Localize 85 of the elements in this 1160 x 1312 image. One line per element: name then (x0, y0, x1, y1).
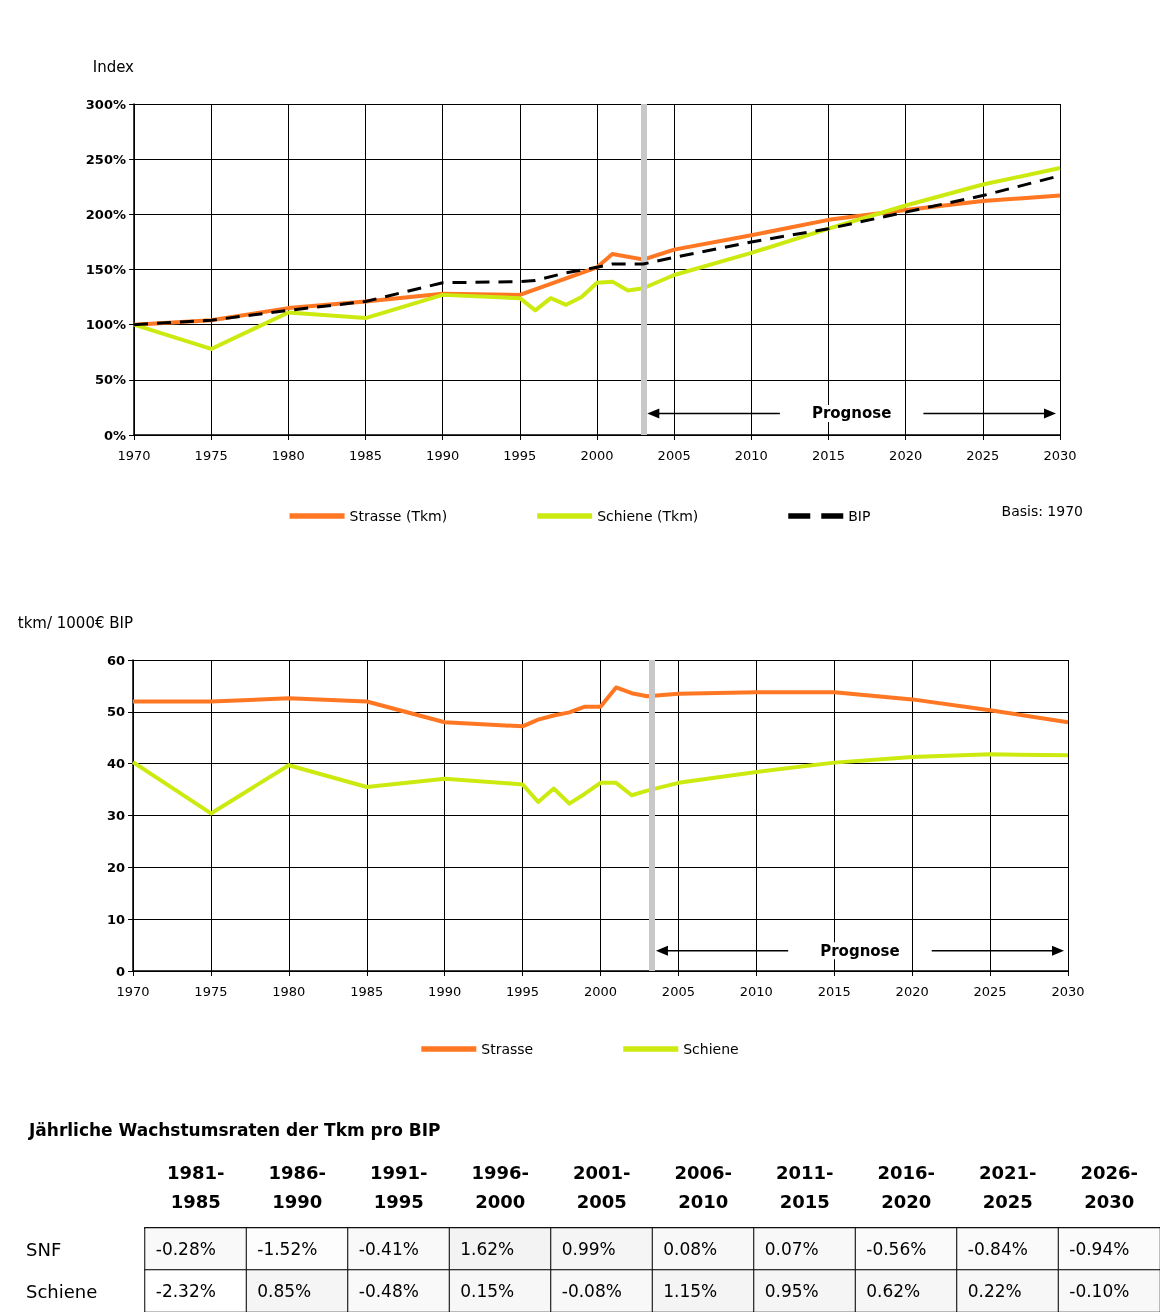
x-tick-label: 1975 (194, 984, 228, 999)
x-tick-label: 1990 (428, 984, 462, 999)
x-tick-label: 1985 (348, 448, 383, 463)
legend-label: Schiene (Tkm) (597, 508, 699, 524)
data-label: -0.41% (358, 1239, 419, 1259)
data-label: 0.22% (967, 1281, 1022, 1301)
annotation: Prognose (820, 941, 900, 960)
y-tick-label: 0 (115, 963, 125, 979)
x-tick-label: 2015 (817, 984, 851, 999)
y-tick-label: 100% (85, 317, 126, 333)
x-tick-label: 1981-1985 (166, 1162, 225, 1212)
x-tick-label: 2030 (1051, 984, 1085, 999)
y-tick-label: SNF (26, 1238, 62, 1260)
x-tick-label: 1995 (503, 448, 537, 463)
x-tick-label: 2011-2015 (775, 1162, 834, 1212)
legend-label: Strasse (481, 1041, 534, 1057)
legend-label: Strasse (Tkm) (349, 508, 448, 524)
x-tick-label: 2020 (895, 984, 929, 999)
data-label: -0.08% (561, 1281, 622, 1301)
x-tick-label: 1980 (272, 984, 306, 999)
x-tick-label: 1986-1990 (268, 1162, 327, 1212)
data-label: 0.95% (764, 1281, 819, 1301)
y-tick-label: 20 (106, 859, 125, 875)
x-tick-label: 1970 (117, 448, 151, 463)
line-series (131, 752, 1070, 816)
x-tick-label: 1975 (194, 448, 228, 463)
y-tick-label: 50% (94, 372, 126, 388)
line-series (132, 165, 1062, 351)
data-label: 0.62% (866, 1281, 921, 1301)
data-label: 0.85% (257, 1281, 312, 1301)
data-label: -0.48% (358, 1281, 419, 1301)
x-tick-label: 2015 (811, 448, 846, 463)
text: Basis: 1970 (1001, 503, 1084, 519)
x-tick-label: 2010 (734, 448, 768, 463)
x-tick-label: 2010 (739, 984, 773, 999)
x-tick-label: 1991-1995 (369, 1162, 428, 1212)
data-label: -0.94% (1069, 1239, 1130, 1259)
x-tick-label: 2005 (657, 448, 691, 463)
x-tick-label: 2000 (580, 448, 614, 463)
annotation: Prognose (811, 404, 892, 423)
x-tick-label: 2001-2005 (572, 1162, 631, 1212)
x-tick-label: 1995 (506, 984, 540, 999)
y-tick-label: 60 (106, 652, 125, 668)
data-label: -0.28% (155, 1239, 216, 1259)
x-tick-label: 1985 (350, 984, 384, 999)
x-tick-label: 1980 (271, 448, 305, 463)
x-tick-label: 1970 (116, 984, 150, 999)
y-tick-label: 300% (85, 96, 126, 112)
data-label: 0.99% (561, 1239, 616, 1259)
data-label: -0.56% (866, 1239, 927, 1259)
y-tick-label: 30 (106, 808, 125, 823)
legend-label: BIP (848, 508, 871, 524)
x-tick-label: 2021-2025 (978, 1162, 1037, 1212)
x-tick-label: 2006-2010 (674, 1162, 733, 1212)
line-series (131, 685, 1070, 729)
x-tick-label: 1996-2000 (471, 1162, 530, 1212)
y-tick-label: 40 (106, 756, 125, 772)
data-label: 0.07% (764, 1239, 819, 1259)
y-axis-title: tkm/ 1000€ BIP (17, 613, 133, 632)
data-label: 0.15% (460, 1281, 515, 1301)
data-label: -0.84% (967, 1239, 1028, 1259)
chart-title: Jährliche Wachstumsraten der Tkm pro BIP (28, 1119, 441, 1140)
x-tick-label: 2005 (661, 984, 695, 999)
x-tick-label: 2016-2020 (877, 1162, 936, 1212)
data-label: 0.08% (663, 1239, 718, 1259)
y-tick-label: 50 (106, 704, 125, 720)
y-tick-label: 200% (85, 206, 126, 222)
x-tick-label: 2020 (889, 448, 923, 463)
x-tick-label: 2026-2030 (1080, 1162, 1139, 1212)
data-label: -2.32% (155, 1281, 216, 1301)
y-tick-label: 150% (85, 262, 126, 277)
x-tick-label: 2025 (973, 984, 1007, 999)
y-axis-title: Index (92, 57, 135, 76)
data-label: -0.10% (1069, 1281, 1130, 1301)
y-tick-label: 10 (106, 911, 125, 927)
data-label: 1.15% (663, 1281, 718, 1301)
x-tick-label: 2000 (583, 984, 618, 999)
x-tick-label: 2025 (966, 448, 1000, 463)
data-label: -1.52% (257, 1239, 318, 1259)
y-tick-label: 250% (85, 151, 126, 167)
y-tick-label: 0% (103, 427, 126, 443)
x-tick-label: 1990 (426, 448, 460, 463)
legend-label: Schiene (683, 1041, 739, 1057)
x-tick-label: 2030 (1043, 448, 1077, 463)
data-label: 1.62% (460, 1239, 515, 1259)
